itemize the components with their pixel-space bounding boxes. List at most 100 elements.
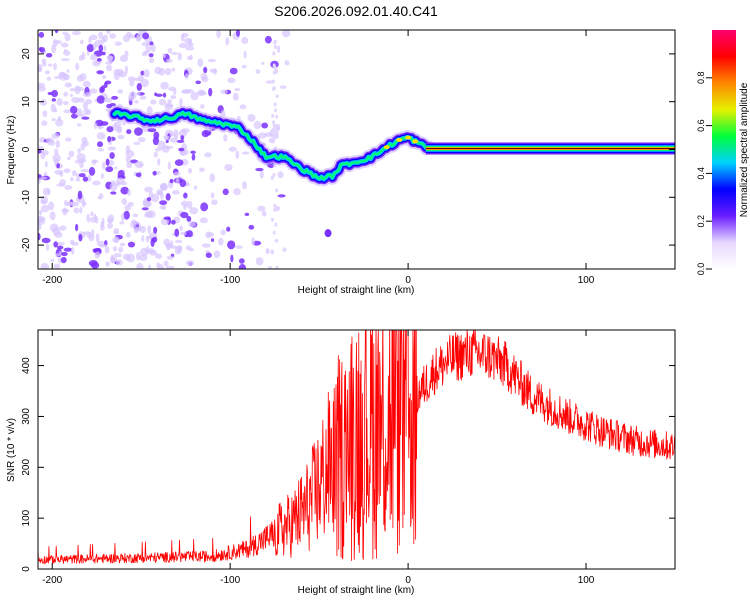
noise-blob <box>243 50 247 59</box>
noise-blob <box>120 213 125 222</box>
noise-blob <box>56 241 65 246</box>
colorbar-label: Normalized spectral amplitude <box>739 82 750 217</box>
noise-blob <box>90 53 98 61</box>
noise-blob <box>61 251 68 257</box>
noise-blob <box>272 120 276 125</box>
noise-blob <box>200 202 209 212</box>
noise-blob <box>150 193 160 203</box>
noise-blob <box>167 99 173 104</box>
noise-blob <box>41 237 51 244</box>
noise-blob <box>114 166 118 170</box>
noise-blob <box>259 170 264 179</box>
noise-blob <box>93 213 97 219</box>
noise-blob <box>133 227 139 234</box>
noise-blob <box>81 116 90 120</box>
noise-blob <box>157 190 163 196</box>
noise-blob <box>97 196 102 200</box>
noise-blob <box>148 264 152 269</box>
noise-blob <box>164 102 174 111</box>
noise-blob <box>97 147 105 152</box>
noise-blob <box>117 170 125 179</box>
noise-blob <box>127 241 136 248</box>
noise-blob <box>89 34 98 40</box>
noise-blob <box>53 76 61 80</box>
noise-blob <box>56 163 60 169</box>
noise-blob <box>273 207 277 212</box>
noise-blob <box>140 78 149 88</box>
ridge-hotspot <box>383 145 390 150</box>
noise-blob <box>131 221 140 225</box>
noise-blob <box>145 246 150 255</box>
noise-blob <box>141 42 149 47</box>
x-tick-label: -100 <box>220 575 240 586</box>
noise-blob <box>71 96 80 104</box>
noise-blob <box>63 247 73 252</box>
noise-blob <box>151 43 156 53</box>
noise-blob <box>277 45 281 54</box>
noise-blob <box>251 237 256 246</box>
noise-blob <box>38 31 45 38</box>
noise-blob <box>167 161 171 170</box>
noise-blob <box>44 161 48 168</box>
noise-blob <box>201 130 210 138</box>
noise-blob <box>39 216 46 222</box>
noise-blob <box>78 173 86 178</box>
noise-blob <box>113 253 122 258</box>
ridge-hotspot <box>412 139 419 144</box>
noise-blob <box>207 58 216 63</box>
noise-blob <box>174 228 180 238</box>
noise-blob <box>125 145 131 154</box>
x-tick-label: 0 <box>405 275 411 286</box>
noise-blob <box>165 67 172 76</box>
noise-blob <box>54 30 59 34</box>
noise-blob <box>46 76 52 81</box>
noise-blob <box>273 102 277 107</box>
noise-blob <box>86 213 91 223</box>
noise-blob <box>226 226 231 232</box>
noise-blob <box>54 169 64 175</box>
noise-blob <box>82 80 91 88</box>
heatmap-area <box>38 30 675 269</box>
noise-blob <box>275 94 279 99</box>
noise-blob <box>248 224 255 230</box>
noise-blob <box>267 266 273 269</box>
noise-blob <box>179 97 183 107</box>
noise-blob <box>200 73 208 80</box>
noise-blob <box>165 242 173 249</box>
noise-blob <box>101 161 106 170</box>
noise-blob <box>40 99 47 106</box>
noise-blob <box>257 205 266 212</box>
noise-blob <box>56 98 63 106</box>
noise-blob <box>227 77 236 84</box>
noise-blob <box>113 230 120 235</box>
noise-blob <box>229 67 238 75</box>
noise-blob <box>125 156 131 163</box>
noise-blob <box>153 151 158 158</box>
noise-blob <box>144 186 153 193</box>
noise-blob <box>241 181 248 190</box>
noise-blob <box>124 204 131 211</box>
noise-blob <box>109 33 117 39</box>
noise-blob <box>255 68 261 74</box>
noise-blob <box>126 129 132 135</box>
noise-blob <box>275 188 279 193</box>
noise-blob <box>59 179 66 186</box>
noise-blob <box>142 50 150 54</box>
noise-blob <box>110 191 117 195</box>
noise-blob <box>225 37 230 46</box>
noise-blob <box>178 129 188 138</box>
noise-blob <box>38 177 41 184</box>
noise-blob <box>149 41 154 46</box>
y-tick-label: 300 <box>21 408 32 425</box>
noise-blob <box>80 39 84 45</box>
noise-blob <box>106 55 114 61</box>
noise-blob <box>51 98 57 102</box>
noise-blob <box>81 136 88 144</box>
noise-blob <box>275 130 279 135</box>
noise-blob <box>55 253 60 257</box>
noise-blob <box>193 185 198 190</box>
noise-blob <box>241 37 249 44</box>
noise-blob <box>169 178 174 184</box>
noise-blob <box>272 123 276 128</box>
